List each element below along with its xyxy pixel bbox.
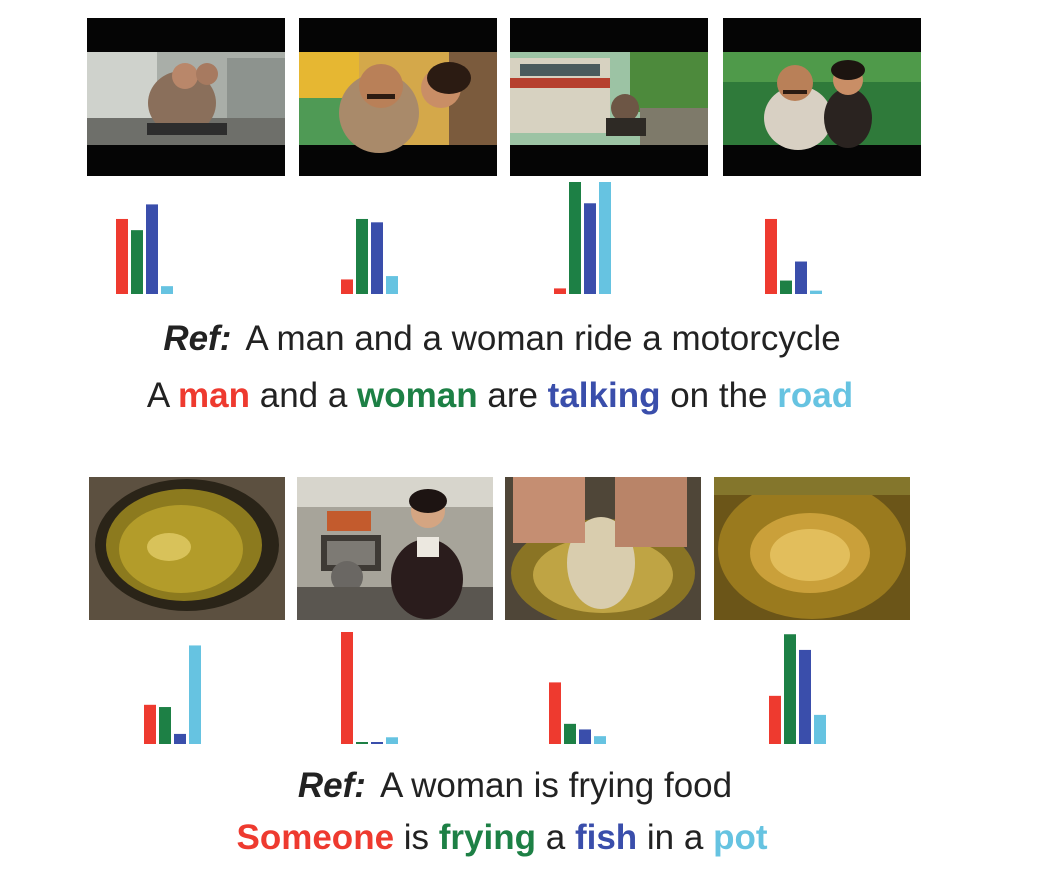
example2-frame-1 bbox=[89, 477, 285, 620]
example1-frame4-bar-green bbox=[780, 280, 792, 294]
example2-frame2-bar-green bbox=[356, 742, 368, 744]
example1-frame1-bar-blue bbox=[146, 204, 158, 294]
example2-frame4-bar-green bbox=[784, 634, 796, 744]
example1-frame3-bar-red bbox=[554, 288, 566, 294]
caption-text: A bbox=[146, 376, 179, 415]
keyword-red: man bbox=[178, 376, 250, 415]
example2-frame2-bar-red bbox=[341, 632, 353, 744]
example1-ref-caption: Ref: A man and a woman ride a motorcycle bbox=[0, 319, 1023, 359]
caption-text: a bbox=[536, 818, 575, 857]
example2-frame3-bar-cyan bbox=[594, 736, 606, 744]
keyword-cyan: road bbox=[777, 376, 854, 415]
example1-frame2-bar-blue bbox=[371, 222, 383, 294]
example2-frame4-bar-red bbox=[769, 695, 781, 744]
example1-frame4-bar-cyan bbox=[810, 290, 822, 294]
example1-frame4-bar-red bbox=[765, 218, 777, 294]
example2-frame4-bar-blue bbox=[799, 649, 811, 744]
example1-frame3-bar-cyan bbox=[599, 182, 611, 294]
example2-frame1-bar-blue bbox=[174, 733, 186, 744]
example2-frame3-bar-blue bbox=[579, 729, 591, 744]
example2-frame-3 bbox=[505, 477, 701, 620]
example2-frame3-bar-green bbox=[564, 723, 576, 744]
example2-frame2-bar-blue bbox=[371, 742, 383, 744]
keyword-blue: talking bbox=[547, 376, 661, 415]
example2-ref-caption: Ref: A woman is frying food bbox=[0, 766, 1036, 806]
example2-frame1-bar-cyan bbox=[189, 645, 201, 744]
example1-frame4-bar-blue bbox=[795, 261, 807, 294]
caption-text: are bbox=[477, 376, 548, 415]
example2-frame-4 bbox=[714, 477, 910, 620]
example2-frame1-bar-green bbox=[159, 707, 171, 744]
example1-frame-1 bbox=[87, 18, 285, 176]
example1-frame1-bar-cyan bbox=[161, 286, 173, 294]
example1-frame2-bar-red bbox=[341, 279, 353, 294]
caption-text: in a bbox=[637, 818, 714, 857]
example1-frame-3 bbox=[510, 18, 708, 176]
caption-text: is bbox=[394, 818, 439, 857]
keyword-blue: fish bbox=[574, 818, 638, 857]
example1-frame-2 bbox=[299, 18, 497, 176]
example1-ref-label: Ref: bbox=[163, 319, 232, 358]
example2-frame1-bar-red bbox=[144, 704, 156, 744]
caption-text: on the bbox=[660, 376, 778, 415]
keyword-green: frying bbox=[438, 818, 537, 857]
keyword-green: woman bbox=[357, 376, 478, 415]
example2-generated-caption: Someone is frying a fish in a pot bbox=[0, 818, 1023, 858]
example1-ref-sentence: A man and a woman ride a motorcycle bbox=[245, 319, 841, 358]
keyword-cyan: pot bbox=[713, 818, 768, 857]
example1-frame3-bar-green bbox=[569, 182, 581, 294]
example2-frame3-bar-red bbox=[549, 682, 561, 744]
example1-frame1-bar-green bbox=[131, 230, 143, 294]
example2-frame2-bar-cyan bbox=[386, 737, 398, 744]
example1-frame3-bar-blue bbox=[584, 203, 596, 294]
example1-generated-caption: A man and a woman are talking on the roa… bbox=[0, 376, 1021, 416]
keyword-red: Someone bbox=[236, 818, 395, 857]
example2-frame4-bar-cyan bbox=[814, 714, 826, 744]
example1-frame-4 bbox=[723, 18, 921, 176]
example1-frame1-bar-red bbox=[116, 218, 128, 294]
example2-ref-sentence: A woman is frying food bbox=[379, 766, 733, 805]
example1-frame2-bar-green bbox=[356, 218, 368, 294]
example1-frame2-bar-cyan bbox=[386, 276, 398, 294]
caption-text: and a bbox=[250, 376, 358, 415]
example2-ref-label: Ref: bbox=[297, 766, 366, 805]
example2-frame-2 bbox=[297, 477, 493, 620]
